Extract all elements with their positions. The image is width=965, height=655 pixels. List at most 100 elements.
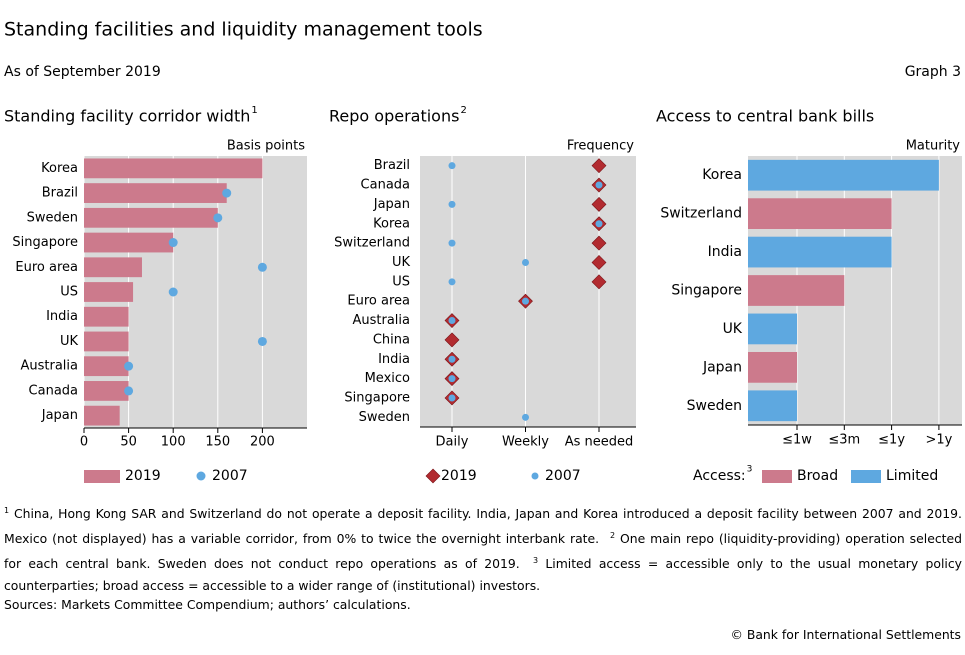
bar <box>84 282 134 302</box>
category-label: Korea <box>41 161 78 176</box>
category-label: India <box>708 244 742 260</box>
dot <box>522 258 529 266</box>
dot <box>448 394 456 402</box>
legend-label: 2007 <box>545 468 581 484</box>
category-label: UK <box>392 255 411 270</box>
footnotes: 1 China, Hong Kong SAR and Switzerland d… <box>4 500 962 597</box>
axis-label: Maturity <box>906 139 961 154</box>
sources: Sources: Markets Committee Compendium; a… <box>4 597 411 612</box>
category-label: India <box>378 352 410 367</box>
page-title: Standing facilities and liquidity manage… <box>4 19 483 41</box>
x-tick-label: 0 <box>80 435 88 450</box>
dot <box>595 220 603 228</box>
dot <box>168 287 178 297</box>
x-tick-label: Weekly <box>502 435 549 450</box>
bar <box>84 207 218 228</box>
dot <box>522 413 529 421</box>
dot <box>448 200 456 208</box>
category-label: Sweden <box>27 210 78 225</box>
category-label: Japan <box>41 408 78 423</box>
category-label: Euro area <box>347 294 410 309</box>
bar <box>748 390 797 422</box>
category-label: Australia <box>20 359 78 374</box>
x-tick-label: 200 <box>250 435 275 450</box>
legend-swatch <box>851 470 881 483</box>
x-tick-label: 50 <box>120 435 137 450</box>
bar <box>84 232 174 253</box>
diamond <box>591 255 607 270</box>
dot <box>448 239 456 247</box>
category-label: Switzerland <box>660 206 742 222</box>
legend-label: Limited <box>886 468 938 484</box>
bar <box>748 351 797 383</box>
dot <box>124 361 134 371</box>
category-label: Canada <box>29 383 78 398</box>
category-label: Switzerland <box>334 236 410 251</box>
footnote-mark: 3 <box>532 556 539 566</box>
category-label: Euro area <box>15 260 78 275</box>
axis-label: Basis points <box>227 139 305 154</box>
x-tick-label: ≤1y <box>878 433 905 448</box>
bar <box>84 356 129 377</box>
graph-label: Graph 3 <box>905 64 961 80</box>
dot <box>522 297 529 305</box>
panel-title-note: 2 <box>460 105 466 116</box>
category-label: Japan <box>702 359 742 375</box>
legend-swatch <box>196 471 206 481</box>
bar <box>748 313 797 345</box>
dot <box>595 181 603 189</box>
bar <box>84 331 129 352</box>
copyright: © Bank for International Settlements <box>730 627 961 642</box>
bar <box>84 158 263 179</box>
footnote-mark: 2 <box>610 531 616 541</box>
dot <box>213 213 223 223</box>
footnote-text: Limited access = accessible only to the … <box>4 556 962 594</box>
legend-label: Broad <box>797 468 838 484</box>
panel-title-note: 1 <box>251 105 257 116</box>
bar <box>84 381 129 401</box>
axis-label: Frequency <box>567 139 634 154</box>
bar <box>748 236 892 268</box>
dot <box>257 336 267 346</box>
category-label: UK <box>723 321 743 337</box>
category-label: Korea <box>702 167 742 183</box>
dot <box>168 238 178 248</box>
x-tick-label: 150 <box>205 435 230 450</box>
bar <box>84 306 129 327</box>
bar <box>84 183 227 203</box>
x-tick-label: 100 <box>161 435 186 450</box>
category-label: Singapore <box>344 390 410 405</box>
x-tick-label: Daily <box>436 435 469 450</box>
category-label: China <box>373 332 410 347</box>
category-label: US <box>60 285 78 300</box>
legend-label: 2019 <box>441 468 477 484</box>
subtitle: As of September 2019 <box>4 64 161 80</box>
legend-swatch <box>425 468 441 484</box>
dot <box>448 317 456 325</box>
x-tick-label: ≤1w <box>782 433 812 448</box>
bar <box>748 275 845 306</box>
footnote-text: One main repo (liquidity-providing) oper… <box>4 531 962 572</box>
category-label: Canada <box>361 178 410 193</box>
footnote-mark: 1 <box>4 506 10 515</box>
category-label: Japan <box>373 197 410 212</box>
category-label: Sweden <box>359 410 410 425</box>
category-label: Australia <box>352 313 410 328</box>
panel-title: Repo operations <box>329 107 459 126</box>
diamond <box>591 158 607 174</box>
legend-title: Access: <box>693 468 746 484</box>
category-label: UK <box>60 334 79 349</box>
x-tick-label: ≤3m <box>828 433 860 448</box>
dot <box>448 278 456 286</box>
dot <box>124 386 134 396</box>
legend-title-note: 3 <box>747 465 753 475</box>
diamond <box>591 274 607 290</box>
category-label: Brazil <box>42 186 78 201</box>
category-label: Brazil <box>374 158 410 173</box>
bar <box>748 198 892 230</box>
bar <box>748 159 939 191</box>
diamond <box>444 332 460 348</box>
category-label: India <box>46 309 78 324</box>
x-tick-label: As needed <box>565 435 634 450</box>
